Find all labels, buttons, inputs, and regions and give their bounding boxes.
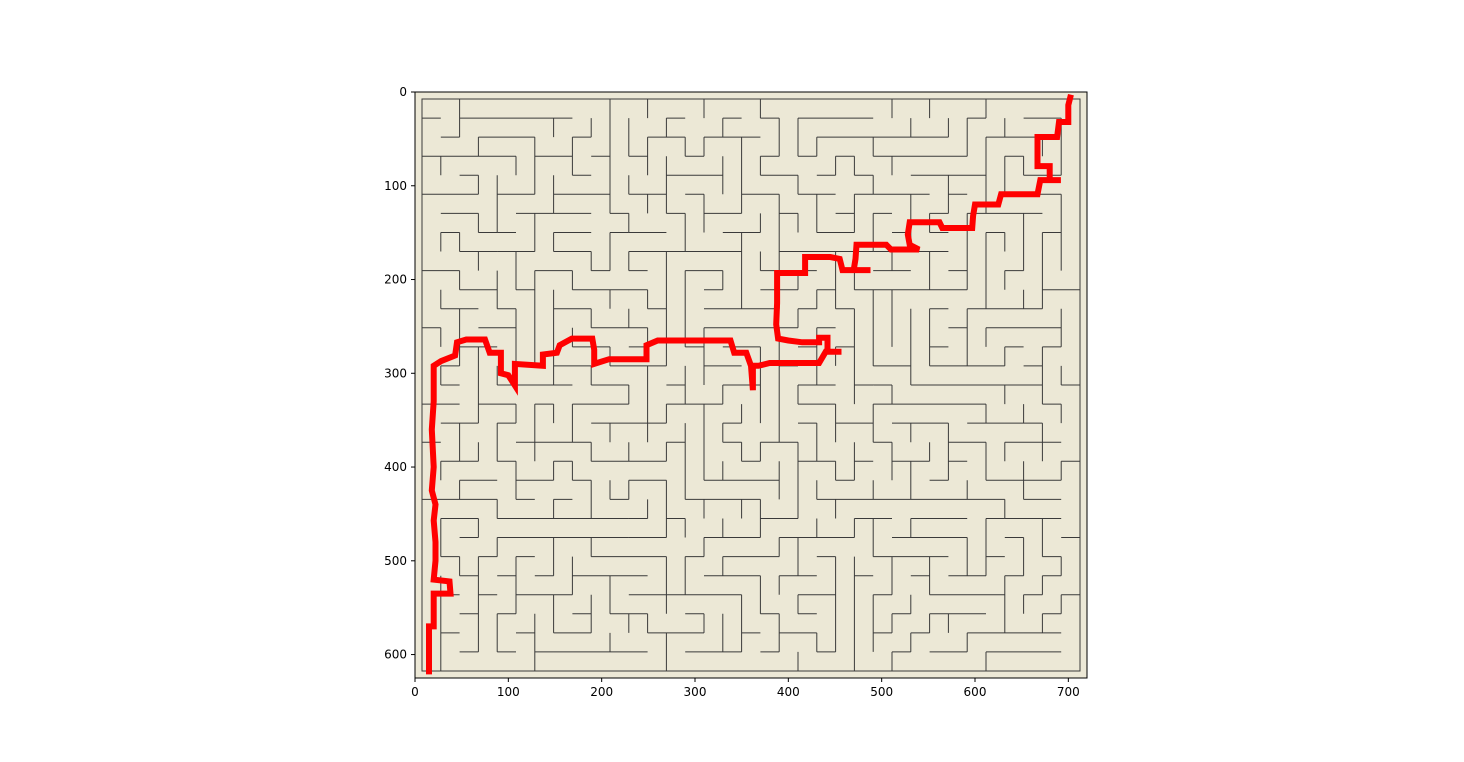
maze-walls (421, 98, 1081, 672)
plot-frame (414, 91, 1088, 679)
y-axis: 0 100 200 300 400 500 600 (384, 85, 415, 662)
y-tick-label: 0 (399, 85, 407, 99)
maze-wall-lines (421, 98, 1081, 672)
x-tick-label: 300 (684, 685, 707, 699)
x-tick-label: 500 (870, 685, 893, 699)
y-tick-label: 300 (384, 366, 407, 380)
x-axis: 0 100 200 300 400 500 600 700 (411, 678, 1080, 699)
y-tick-label: 600 (384, 648, 407, 662)
y-tick-label: 500 (384, 554, 407, 568)
x-tick-label: 200 (590, 685, 613, 699)
x-tick-label: 100 (497, 685, 520, 699)
y-tick-label: 200 (384, 273, 407, 287)
x-tick-label: 400 (777, 685, 800, 699)
y-tick-label: 100 (384, 179, 407, 193)
x-tick-label: 0 (411, 685, 419, 699)
x-tick-label: 600 (964, 685, 987, 699)
x-tick-label: 700 (1057, 685, 1080, 699)
y-tick-label: 400 (384, 460, 407, 474)
solution-path (426, 93, 1074, 675)
solution-path-layer (426, 93, 1074, 675)
